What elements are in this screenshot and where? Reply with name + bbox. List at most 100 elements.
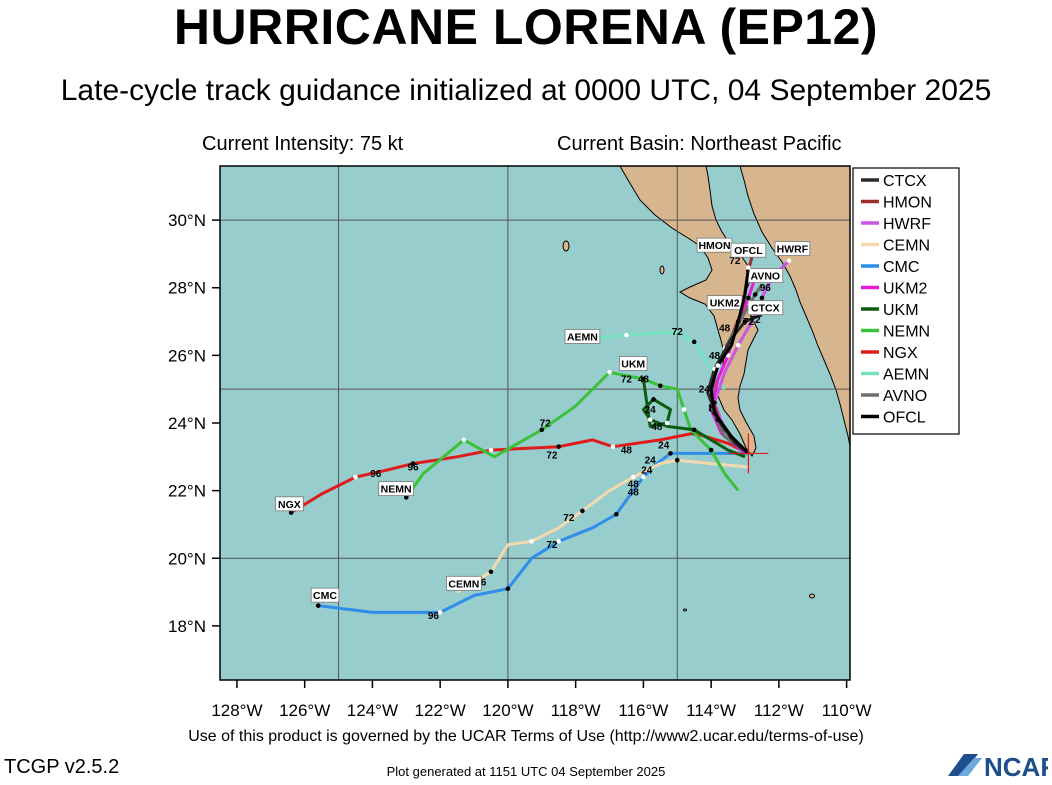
track-point-nemn bbox=[681, 407, 687, 412]
lat-tick-label: 28°N bbox=[168, 279, 206, 298]
track-point-cmc bbox=[315, 603, 321, 608]
track-point-cmc bbox=[641, 474, 646, 480]
model-tracks: 2448729696NGX24487296CMC24487296CEMN72NE… bbox=[275, 237, 811, 622]
forecast-hour-label: 48 bbox=[621, 445, 633, 456]
product-title: HURRICANE LORENA (EP12) bbox=[173, 0, 879, 55]
storm-position bbox=[728, 433, 769, 474]
legend: CTCX HMON HWRF CEMN CMC UKM2 UKM NEMN NGX AEMN AVN… bbox=[852, 167, 960, 435]
forecast-hour-label: 24 bbox=[699, 385, 711, 396]
track-point-ngx bbox=[556, 444, 562, 449]
land-mexico-mainland bbox=[739, 166, 850, 447]
forecast-hour-label: 48 bbox=[709, 351, 721, 362]
track-tag-ctcx: CTCX bbox=[751, 303, 780, 315]
forecast-hour-label: 72 bbox=[743, 317, 755, 328]
track-point-ukm bbox=[641, 376, 646, 382]
lat-tick-label: 26°N bbox=[168, 346, 206, 365]
legend-label-ofcl: OFCL bbox=[883, 410, 926, 427]
track-point-ngx bbox=[288, 510, 294, 515]
track-point-hwrf bbox=[735, 342, 741, 348]
track-point-ofcl bbox=[746, 265, 751, 270]
lon-tick-label: 126°W bbox=[279, 701, 330, 720]
track-point-nemn bbox=[708, 447, 714, 453]
forecast-hour-label: 72 bbox=[621, 374, 633, 385]
lon-axis: 128°W 126°W 124°W 122°W 120°W 118°W 116°W 114°W… bbox=[211, 680, 872, 720]
forecast-hour-label: 72 bbox=[672, 327, 684, 338]
track-tag-box bbox=[446, 575, 482, 591]
track-tag-hmon: HMON bbox=[698, 240, 730, 252]
legend-label-nemn: NEMN bbox=[883, 324, 930, 341]
track-point-nemn bbox=[607, 369, 612, 375]
ncar-logo-swoosh-2 bbox=[958, 758, 982, 776]
forecast-hour-label: 48 bbox=[628, 488, 640, 499]
legend-label-ngx: NGX bbox=[883, 345, 918, 362]
track-tag-ukm2: UKM2 bbox=[710, 298, 740, 310]
track-point-cmc bbox=[556, 539, 562, 544]
product-subtitle: Late-cycle track guidance initialized at… bbox=[60, 74, 992, 107]
track-tag-box bbox=[747, 300, 784, 316]
lat-tick-label: 24°N bbox=[168, 414, 206, 433]
track-point-ofcl bbox=[712, 410, 717, 416]
legend-label-aemn: AEMN bbox=[883, 367, 929, 384]
legend-label-ukm2: UKM2 bbox=[883, 281, 928, 298]
version-label: TCGP v2.5.2 bbox=[4, 756, 120, 778]
track-point-cmc bbox=[437, 610, 443, 615]
lon-tick-label: 122°W bbox=[415, 701, 466, 720]
track-tag-box bbox=[774, 241, 811, 256]
track-tag-box bbox=[378, 481, 414, 497]
forecast-hour-label: 48 bbox=[719, 324, 731, 335]
island-guadalupe bbox=[562, 240, 570, 252]
lon-tick-label: 118°W bbox=[551, 701, 601, 720]
legend-box bbox=[852, 167, 960, 435]
track-tag-cmc: CMC bbox=[313, 590, 337, 602]
track-point-ukm bbox=[651, 397, 656, 402]
forecast-hour-label: 72 bbox=[750, 315, 762, 326]
island-socorro bbox=[809, 593, 815, 599]
forecast-hour-label: 24 bbox=[658, 440, 670, 451]
track-point-ofcl bbox=[715, 363, 721, 368]
track-point-cemn bbox=[674, 457, 680, 463]
track-point-ngx bbox=[610, 444, 616, 449]
legend-label-hwrf: HWRF bbox=[883, 216, 931, 233]
lon-tick-label: 124°W bbox=[347, 701, 398, 720]
ncar-logo-text: NCAR bbox=[984, 752, 1048, 780]
track-point-ctcx bbox=[742, 319, 748, 324]
lat-tick-label: 18°N bbox=[168, 617, 206, 636]
track-line-ngx bbox=[290, 431, 750, 514]
track-point-aemn bbox=[691, 339, 697, 345]
track-point-ukm bbox=[691, 427, 697, 433]
forecast-hour-label: 72 bbox=[729, 256, 741, 267]
legend-label-hmon: HMON bbox=[883, 195, 932, 212]
track-point-hwrf bbox=[759, 295, 765, 301]
track-point-cmc bbox=[613, 512, 619, 517]
track-tag-hwrf: HWRF bbox=[777, 244, 809, 256]
legend-label-cmc: CMC bbox=[883, 259, 919, 276]
lon-tick-label: 110°W bbox=[822, 701, 872, 720]
track-tag-nemn: NEMN bbox=[381, 484, 412, 496]
track-point-ukm2 bbox=[746, 295, 751, 301]
terms-of-use: Use of this product is governed by the U… bbox=[188, 728, 864, 745]
ncar-logo: NCAR bbox=[944, 748, 1052, 782]
current-intensity: Current Intensity: 75 kt bbox=[202, 133, 404, 155]
track-tag-ofcl: OFCL bbox=[734, 245, 763, 257]
current-basin: Current Basin: Northeast Pacific bbox=[557, 133, 842, 155]
island-clarion bbox=[683, 608, 687, 612]
track-tag-aemn: AEMN bbox=[567, 331, 598, 343]
track-point-nemn bbox=[403, 495, 409, 500]
forecast-hour-label: 96 bbox=[760, 283, 772, 294]
track-tag-box bbox=[730, 242, 767, 258]
lon-tick-label: 114°W bbox=[686, 701, 736, 720]
track-point-ukm bbox=[647, 417, 653, 422]
forecast-hour-label: 96 bbox=[428, 611, 440, 622]
track-point-cemn bbox=[488, 569, 494, 575]
track-point-ngx bbox=[410, 461, 416, 466]
track-point-nemn bbox=[461, 437, 467, 443]
track-line-ukm2 bbox=[709, 277, 757, 455]
track-line-cmc bbox=[318, 451, 749, 614]
legend-label-ukm: UKM bbox=[883, 302, 919, 319]
track-tag-box bbox=[619, 356, 648, 371]
forecast-hour-label: 72 bbox=[563, 513, 575, 524]
generated-time: Plot generated at 1151 UTC 04 September … bbox=[386, 764, 666, 779]
track-line-ctcx bbox=[706, 313, 763, 455]
lon-tick-label: 120°W bbox=[482, 701, 533, 720]
lat-tick-label: 20°N bbox=[168, 549, 206, 568]
